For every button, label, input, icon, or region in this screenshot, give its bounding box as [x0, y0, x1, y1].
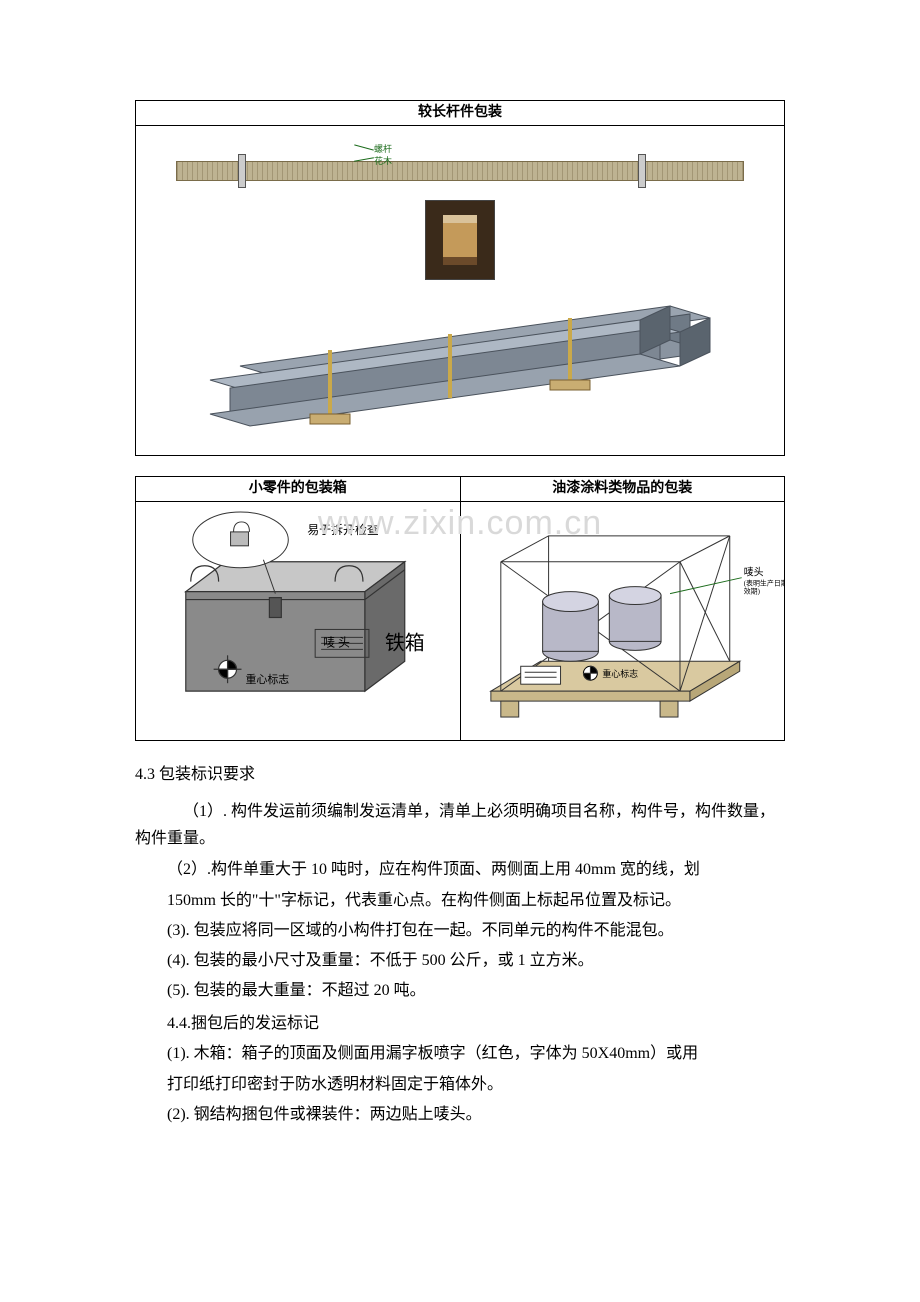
para-2b: 150mm 长的"十"字标记，代表重心点。在构件侧面上标起吊位置及标记。	[167, 887, 785, 914]
figure2-header-left: 小零件的包装箱	[136, 476, 461, 501]
label-wood: 花木	[374, 154, 392, 169]
label-mark-r: 唛头	[743, 566, 763, 578]
figure2-left: 易于拆开检查 唛 头 铁箱 重心标志	[136, 501, 461, 740]
label-cg: 重心标志	[245, 672, 289, 686]
section-4-3-title: 4.3 包装标识要求	[135, 761, 785, 788]
label-easy-open: 易于拆开检查	[307, 521, 379, 536]
figure1-body: 螺杆 花木	[136, 125, 785, 455]
label-cg-r: 重心标志	[602, 668, 638, 679]
figure-small-parts-paint: 小零件的包装箱 油漆涂料类物品的包装	[135, 476, 785, 741]
para-s2: (2). 钢结构捆包件或裸装件：两边贴上唛头。	[167, 1101, 785, 1128]
figure1-header: 较长杆件包装	[136, 101, 785, 126]
figure-long-member-packing: 较长杆件包装 螺杆 花木	[135, 100, 785, 456]
figure2-header-right: 油漆涂料类物品的包装	[460, 476, 785, 501]
para-3: (3). 包装应将同一区域的小构件打包在一起。不同单元的构件不能混包。	[167, 917, 785, 944]
para-1-text: （1）. 构件发运前须编制发运清单，清单上必须明确项目名称，构件号，构件数量，构…	[135, 803, 775, 847]
elevation-view: 螺杆 花木	[146, 136, 774, 196]
para-2a: （2）.构件单重大于 10 吨时，应在构件顶面、两侧面上用 40mm 宽的线，划	[167, 856, 785, 883]
label-note-r1: (表明生产日期与有	[743, 578, 784, 587]
para-s1b: 打印纸打印密封于防水透明材料固定于箱体外。	[167, 1071, 785, 1098]
para-1-line1: （1）. 构件发运前须编制发运清单，清单上必须明确项目名称，构件号，构件数量，构…	[135, 798, 785, 852]
figure2-right: 唛头 (表明生产日期与有 效期) 重心标志	[460, 501, 785, 740]
label-note-r2: 效期)	[743, 586, 760, 595]
para-5: (5). 包装的最大重量：不超过 20 吨。	[167, 977, 785, 1004]
isometric-beams	[146, 288, 774, 438]
para-4: (4). 包装的最小尺寸及重量：不低于 500 公斤，或 1 立方米。	[167, 947, 785, 974]
label-iron-box: 铁箱	[385, 631, 425, 654]
photo-strap-detail	[425, 200, 495, 280]
para-s1a: (1). 木箱：箱子的顶面及侧面用漏字板喷字（红色，字体为 50X40mm）或用	[167, 1040, 785, 1067]
label-mark: 唛 头	[323, 635, 350, 649]
section-4-4-title: 4.4.捆包后的发运标记	[167, 1010, 785, 1037]
